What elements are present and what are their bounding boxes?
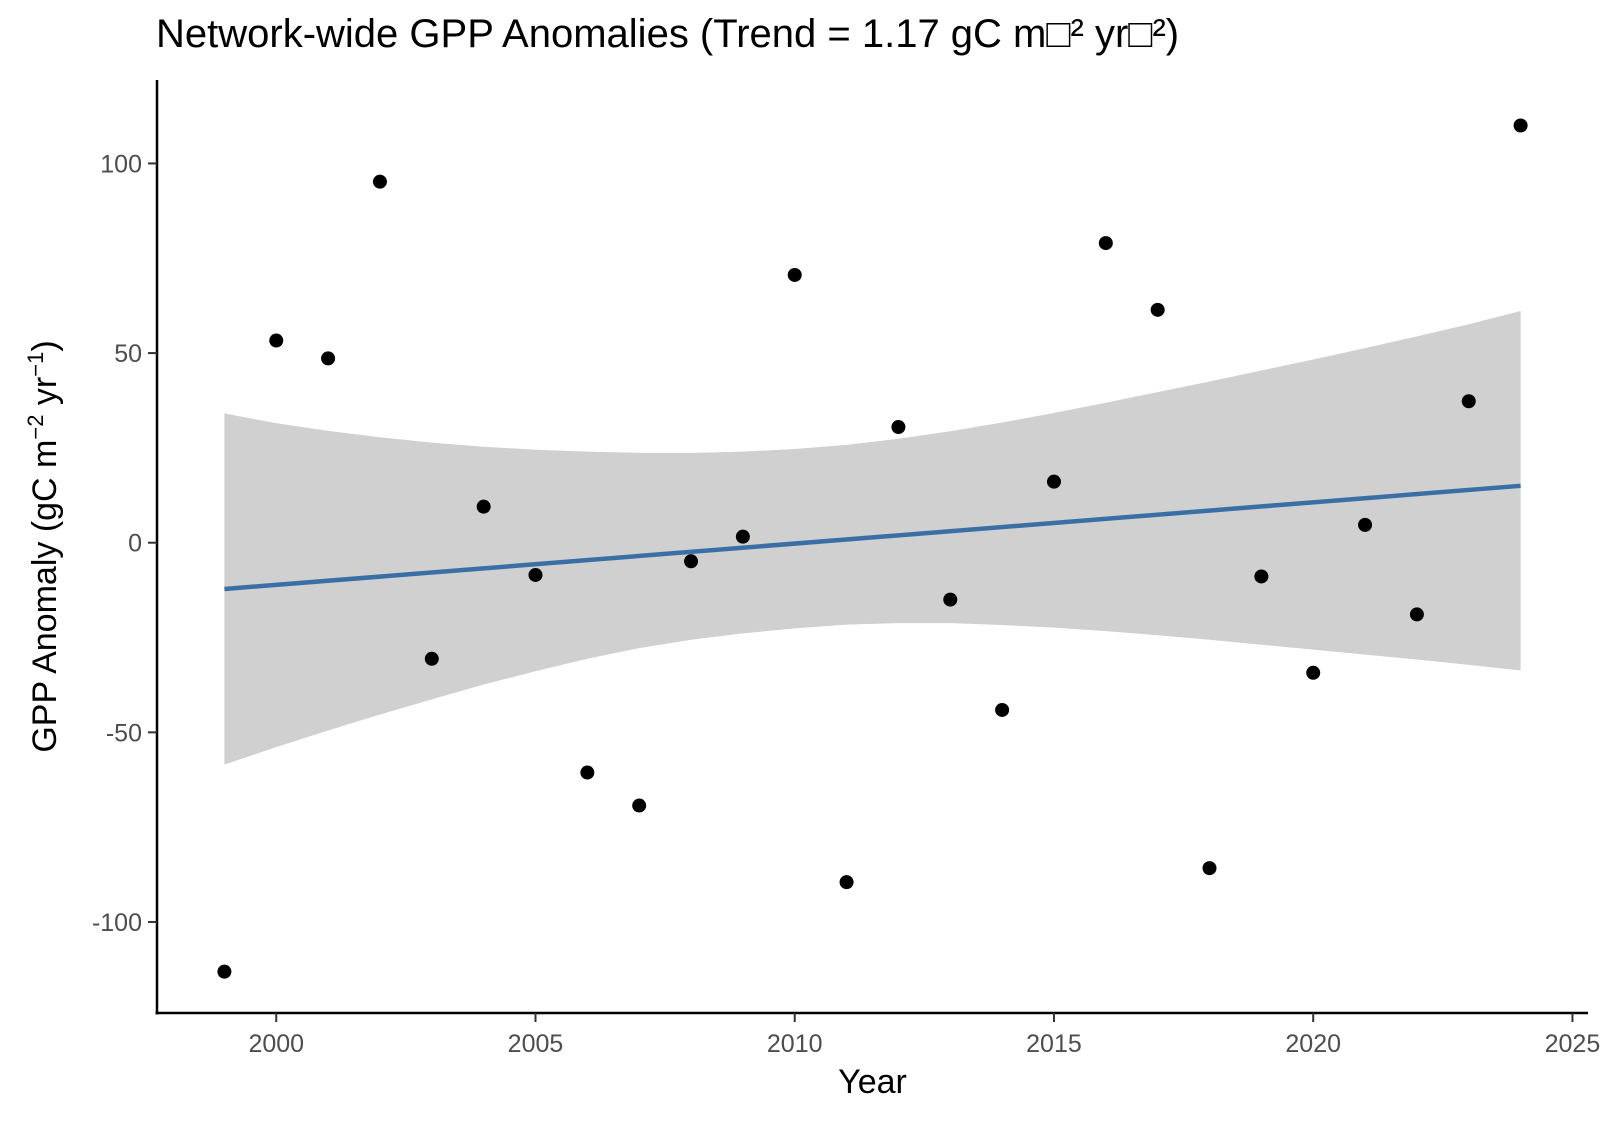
x-axis-title: Year bbox=[838, 1063, 907, 1101]
x-tick-label: 2015 bbox=[1026, 1030, 1082, 1058]
data-point bbox=[1254, 569, 1269, 584]
y-tick-label: 0 bbox=[128, 530, 142, 558]
data-point bbox=[424, 651, 439, 666]
y-axis-title-part: ) bbox=[26, 340, 64, 351]
y-axis-title-superscript: −1 bbox=[23, 352, 48, 377]
data-point bbox=[995, 702, 1010, 717]
x-tick-label: 2020 bbox=[1285, 1030, 1341, 1058]
data-points-layer bbox=[217, 118, 1528, 979]
data-point bbox=[528, 567, 543, 582]
data-point bbox=[1150, 302, 1165, 317]
y-tick-label: 50 bbox=[114, 340, 142, 368]
y-tick-label: 100 bbox=[100, 150, 142, 178]
data-point bbox=[1202, 861, 1217, 876]
y-axis-title-part: yr bbox=[26, 377, 64, 415]
data-point bbox=[1098, 236, 1113, 251]
y-tick-label: -50 bbox=[106, 719, 142, 747]
data-point bbox=[476, 499, 491, 514]
data-point bbox=[1306, 665, 1321, 680]
chart-title: Network-wide GPP Anomalies (Trend = 1.17… bbox=[156, 12, 1180, 56]
data-point bbox=[632, 798, 647, 813]
data-point bbox=[787, 267, 802, 282]
axes-layer: 2000 2005 2010 2015 2020 2025 -100 -50 0 50 100 bbox=[92, 80, 1600, 1058]
data-point bbox=[684, 554, 699, 569]
data-point bbox=[839, 875, 854, 890]
data-point bbox=[321, 351, 336, 366]
data-point bbox=[1046, 474, 1061, 489]
data-point bbox=[372, 174, 387, 189]
y-axis-title-superscript: −2 bbox=[23, 415, 48, 440]
x-tick-label: 2025 bbox=[1545, 1030, 1601, 1058]
data-point bbox=[1409, 607, 1424, 622]
trend-line-layer bbox=[224, 483, 1521, 592]
data-point bbox=[943, 592, 958, 607]
y-tick-label: -100 bbox=[92, 909, 142, 937]
data-point bbox=[217, 964, 232, 979]
x-tick-label: 2005 bbox=[508, 1030, 564, 1058]
data-point bbox=[735, 529, 750, 544]
y-axis-title: GPP Anomaly (gC m−2 yr−1) bbox=[23, 340, 64, 752]
data-point bbox=[580, 765, 595, 780]
data-point bbox=[891, 420, 906, 435]
data-point bbox=[269, 333, 284, 348]
data-point bbox=[1461, 394, 1476, 409]
data-point bbox=[1513, 118, 1528, 133]
x-tick-label: 2010 bbox=[767, 1030, 823, 1058]
x-tick-label: 2000 bbox=[248, 1030, 304, 1058]
trend-line bbox=[224, 483, 1521, 592]
data-point bbox=[1358, 517, 1373, 532]
y-axis-title-part: GPP Anomaly (gC m bbox=[26, 440, 64, 753]
